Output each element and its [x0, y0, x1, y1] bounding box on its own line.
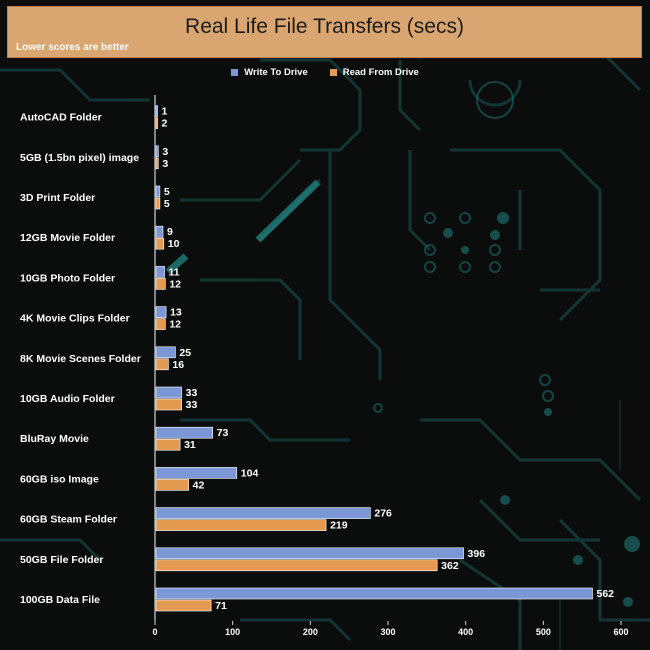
category-label: 10GB Photo Folder — [20, 272, 115, 284]
value-label-write: 562 — [596, 588, 614, 600]
chart-subtitle: Lower scores are better — [16, 42, 129, 53]
x-tick-label: 200 — [303, 627, 318, 637]
bar-read — [155, 438, 181, 451]
category-label: 10GB Audio Folder — [20, 393, 115, 405]
category-label: BluRay Movie — [20, 433, 89, 445]
bar-write — [155, 426, 213, 439]
category-label: 12GB Movie Folder — [20, 232, 115, 244]
bar-read — [155, 358, 169, 371]
bar-read — [155, 157, 159, 170]
value-label-read: 362 — [441, 560, 459, 572]
bar-read — [155, 398, 182, 411]
value-label-read: 16 — [172, 359, 184, 371]
value-label-read: 42 — [193, 479, 205, 491]
bar-write — [155, 145, 159, 158]
category-label: 3D Print Folder — [20, 192, 95, 204]
x-tick-label: 0 — [152, 627, 157, 637]
bar-read — [155, 519, 327, 531]
x-tick-label: 300 — [380, 627, 395, 637]
category-label: 5GB (1.5bn pixel) image — [20, 152, 139, 164]
value-label-read: 2 — [162, 118, 168, 130]
bar-write — [155, 266, 165, 278]
value-label-write: 9 — [167, 226, 173, 238]
category-label: 8K Movie Scenes Folder — [20, 353, 141, 365]
value-label-write: 11 — [169, 266, 180, 278]
value-label-read: 5 — [164, 198, 170, 210]
bar-read — [155, 197, 161, 210]
bar-write — [155, 105, 158, 117]
value-label-write: 1 — [162, 106, 168, 118]
category-label: 4K Movie Clips Folder — [20, 313, 130, 325]
value-label-read: 71 — [215, 600, 227, 612]
title-banner: Real Life File Transfers (secs) Lower sc… — [7, 6, 642, 58]
category-label: 50GB File Folder — [20, 554, 103, 566]
value-label-write: 104 — [241, 467, 259, 479]
x-tick-label: 600 — [613, 627, 628, 637]
bar-read — [155, 559, 438, 572]
legend-swatch-read — [329, 69, 337, 76]
bar-write — [155, 386, 182, 399]
bar-read — [155, 237, 165, 250]
bar-read — [155, 318, 166, 330]
x-tick-label: 400 — [458, 627, 473, 637]
legend-item-write: Write To Drive — [231, 67, 308, 78]
value-label-write: 73 — [217, 427, 229, 439]
bar-write — [155, 346, 176, 359]
value-label-read: 10 — [168, 238, 180, 250]
category-label: AutoCAD Folder — [20, 112, 102, 124]
value-label-read: 3 — [162, 158, 168, 170]
value-label-read: 12 — [169, 278, 181, 290]
value-label-write: 13 — [170, 307, 182, 319]
value-label-write: 3 — [162, 146, 168, 158]
value-label-read: 31 — [184, 439, 196, 451]
bar-write — [155, 225, 164, 238]
value-label-write: 33 — [186, 387, 198, 399]
legend-item-read: Read From Drive — [329, 67, 419, 78]
value-label-write: 276 — [374, 508, 392, 520]
value-label-write: 25 — [179, 347, 191, 359]
legend: Write To Drive Read From Drive — [0, 67, 650, 78]
bar-write — [155, 507, 371, 519]
category-label: 60GB iso Image — [20, 473, 99, 485]
chart-title: Real Life File Transfers (secs) — [185, 15, 464, 38]
bar-write — [155, 467, 238, 479]
x-tick-label: 500 — [536, 627, 551, 637]
value-label-read: 12 — [169, 319, 181, 331]
bar-write — [155, 185, 161, 198]
bar-write — [155, 306, 167, 318]
value-label-read: 33 — [186, 399, 198, 411]
category-label: 100GB Data File — [20, 594, 100, 606]
value-label-write: 5 — [164, 186, 170, 198]
bar-read — [155, 117, 158, 129]
legend-swatch-write — [231, 69, 239, 76]
value-label-read: 219 — [330, 520, 348, 532]
legend-label-read: Read From Drive — [342, 67, 419, 78]
category-label: 60GB Steam Folder — [20, 514, 117, 526]
legend-label-write: Write To Drive — [244, 67, 308, 78]
bar-read — [155, 479, 189, 491]
bar-write — [155, 587, 593, 600]
bar-write — [155, 547, 464, 560]
bar-read — [155, 599, 212, 612]
x-tick-label: 100 — [225, 627, 240, 637]
value-label-write: 396 — [468, 548, 486, 560]
bar-read — [155, 278, 166, 290]
